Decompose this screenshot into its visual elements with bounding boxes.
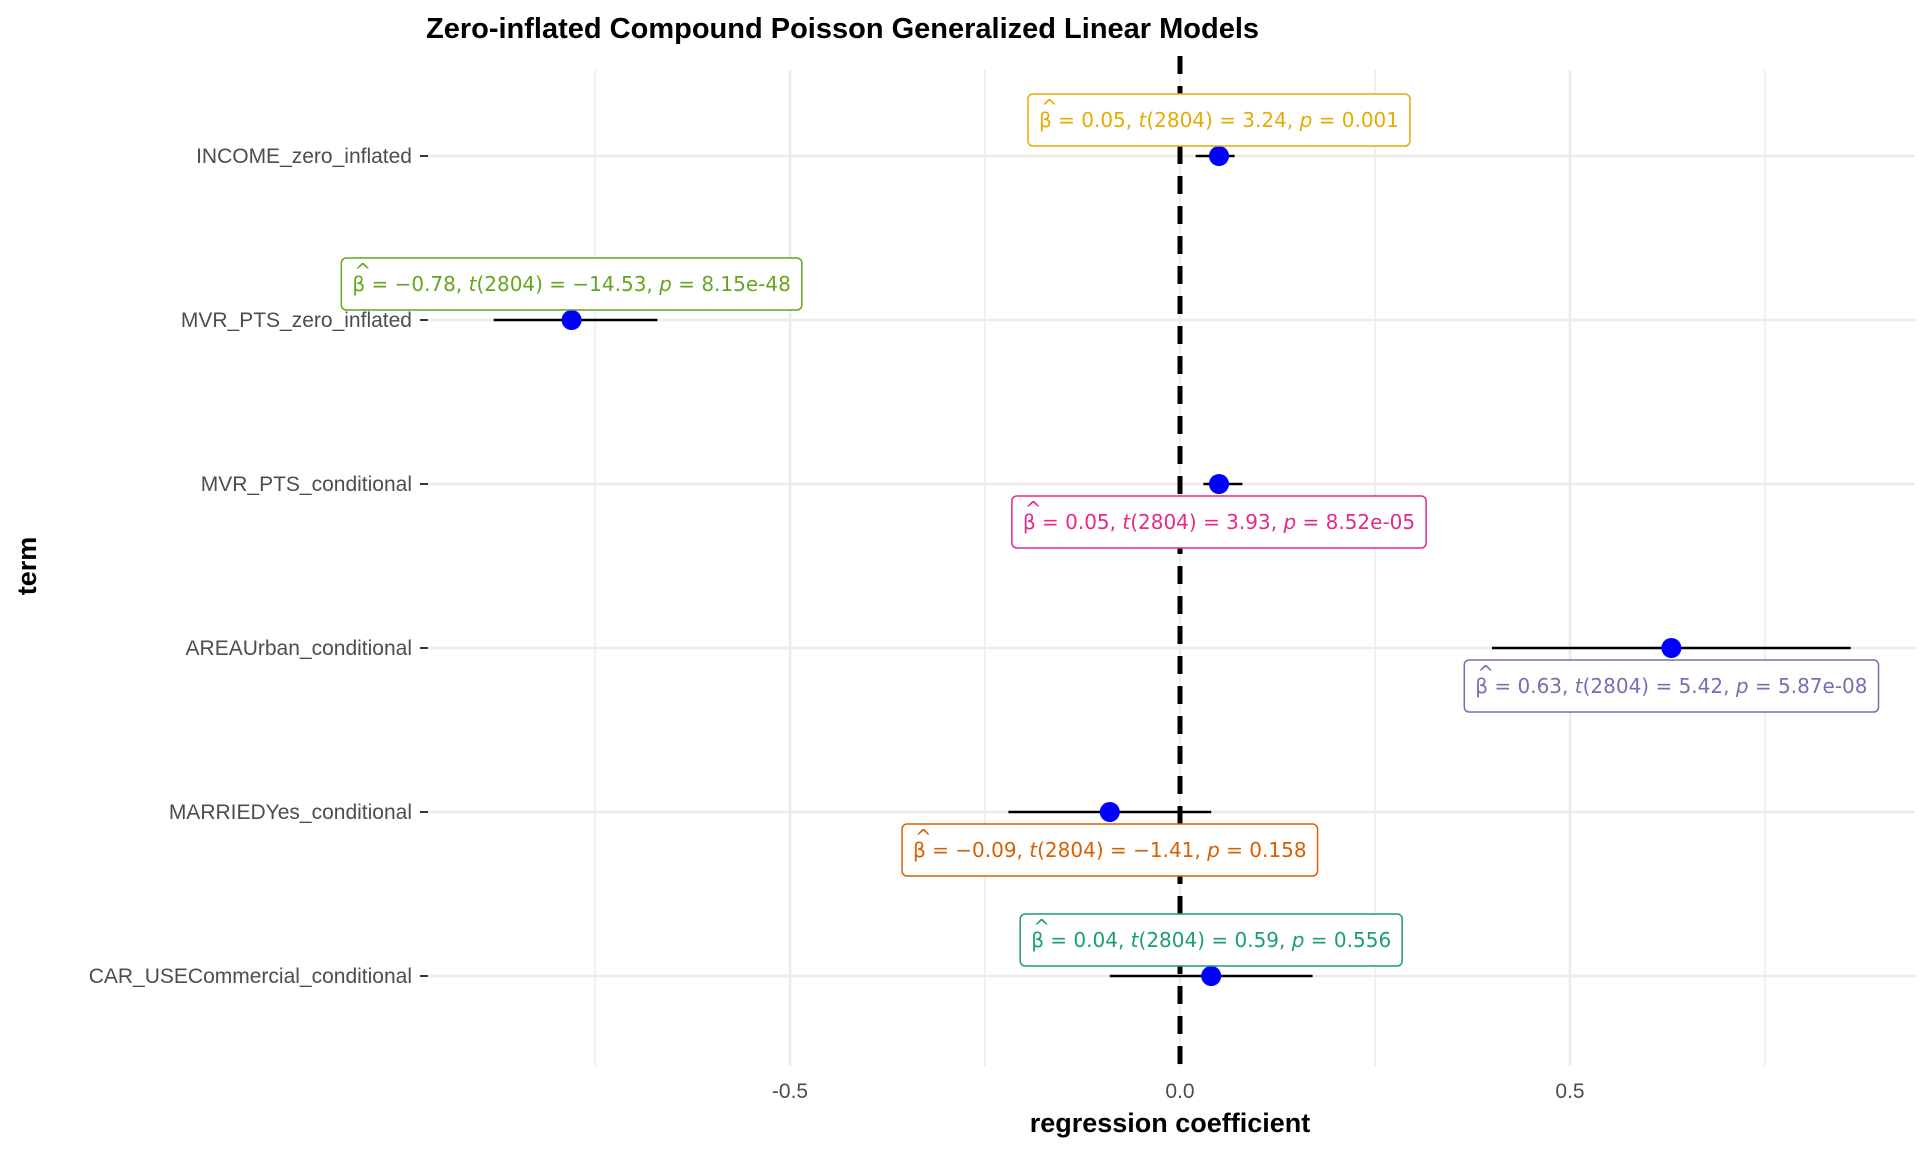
coefficient-point xyxy=(1201,966,1222,986)
axes: -0.5 0.0 0.5 INCOME_zero_inflated MVR_PTS_ze… xyxy=(89,145,1585,1103)
x-tick-label: 0.5 xyxy=(1555,1080,1584,1103)
y-tick-label: MVR_PTS_conditional xyxy=(201,473,412,496)
y-tick-label: CAR_USECommercial_conditional xyxy=(89,965,412,988)
coefficient-label-text: β = 0.05, t(2804) = 3.93, p = 8.52e-05 xyxy=(1023,510,1415,534)
coefficient-label-text: β = −0.78, t(2804) = −14.53, p = 8.15e-4… xyxy=(352,272,790,296)
coefficient-label-box xyxy=(1027,93,1411,147)
coefficient-label-box xyxy=(901,823,1319,877)
coefficient-labels: β = 0.05, t(2804) = 3.24, p = 0.001^β = … xyxy=(340,93,1880,967)
coefficient-label: β = 0.63, t(2804) = 5.42, p = 5.87e-08^ xyxy=(1463,659,1880,713)
coefficient-label: β = 0.05, t(2804) = 3.24, p = 0.001^ xyxy=(1027,93,1411,147)
coefficient-point xyxy=(1209,146,1229,166)
coefficient-label-box xyxy=(1463,659,1880,713)
x-tick-label: 0.0 xyxy=(1165,1080,1194,1103)
beta-hat-mark: ^ xyxy=(1477,661,1494,685)
coefficient-label: β = −0.78, t(2804) = −14.53, p = 8.15e-4… xyxy=(340,257,803,311)
beta-hat-mark: ^ xyxy=(1025,497,1042,521)
coefficient-label-text: β = 0.63, t(2804) = 5.42, p = 5.87e-08 xyxy=(1475,674,1867,698)
coefficient-label-box xyxy=(1019,913,1403,967)
y-tick-label: MARRIEDYes_conditional xyxy=(169,801,412,824)
beta-hat-mark: ^ xyxy=(354,259,371,283)
y-tick-label: AREAUrban_conditional xyxy=(186,637,412,660)
coefficient-point xyxy=(1661,638,1682,658)
y-tick-label: INCOME_zero_inflated xyxy=(196,145,412,168)
beta-hat-mark: ^ xyxy=(1041,95,1058,119)
coefficient-point xyxy=(1099,802,1120,822)
beta-hat-mark: ^ xyxy=(1033,915,1050,939)
coefficient-point xyxy=(561,310,582,330)
coefficient-label-text: β = −0.09, t(2804) = −1.41, p = 0.158 xyxy=(913,838,1307,862)
y-tick-label: MVR_PTS_zero_inflated xyxy=(181,309,412,332)
coefficient-point xyxy=(1209,474,1229,494)
coefficient-label: β = −0.09, t(2804) = −1.41, p = 0.158^ xyxy=(901,823,1319,877)
coefficient-label-text: β = 0.04, t(2804) = 0.59, p = 0.556 xyxy=(1031,928,1391,952)
x-tick-label: -0.5 xyxy=(772,1080,808,1103)
coefficient-label: β = 0.05, t(2804) = 3.93, p = 8.52e-05^ xyxy=(1011,495,1427,549)
beta-hat-mark: ^ xyxy=(915,825,932,849)
y-axis-title: term xyxy=(12,537,42,596)
coefficient-label-box xyxy=(1011,495,1427,549)
coefficient-label-text: β = 0.05, t(2804) = 3.24, p = 0.001 xyxy=(1039,108,1399,132)
x-axis-title: regression coefficient xyxy=(1030,1108,1311,1138)
chart-title: Zero-inflated Compound Poisson Generaliz… xyxy=(426,13,1259,45)
coefficient-label-box xyxy=(340,257,803,311)
coefficient-marks xyxy=(493,146,1851,986)
coefficient-label: β = 0.04, t(2804) = 0.59, p = 0.556^ xyxy=(1019,913,1403,967)
